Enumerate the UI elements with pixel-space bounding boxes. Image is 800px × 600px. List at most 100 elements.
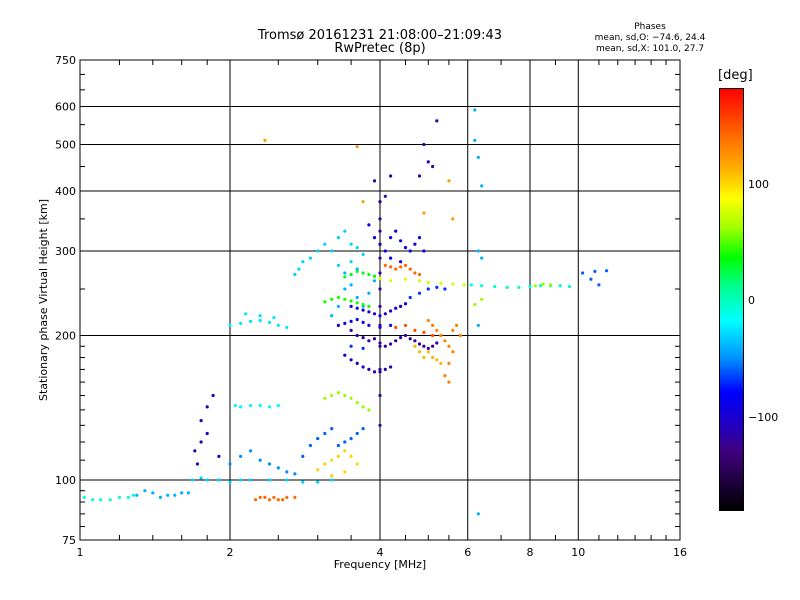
data-point xyxy=(439,333,443,338)
data-point xyxy=(217,454,221,458)
data-point xyxy=(143,489,147,493)
x-tick-label: 1 xyxy=(77,546,84,559)
data-point xyxy=(417,272,422,277)
data-point xyxy=(180,491,184,495)
data-point xyxy=(378,229,382,233)
data-point xyxy=(417,174,422,178)
data-point xyxy=(258,403,262,408)
data-point xyxy=(336,454,340,458)
data-point xyxy=(378,423,382,427)
data-point xyxy=(476,249,480,253)
data-point xyxy=(389,342,393,346)
data-point xyxy=(435,328,439,332)
data-point xyxy=(378,276,382,281)
data-point xyxy=(443,287,447,291)
data-point xyxy=(343,449,347,453)
data-point xyxy=(426,160,430,164)
data-point xyxy=(249,319,253,323)
data-point xyxy=(558,284,562,288)
y-axis-label: Stationary phase Virtual Height [km] xyxy=(37,199,50,401)
data-point xyxy=(355,462,359,466)
data-point xyxy=(228,323,232,327)
data-point xyxy=(361,320,365,324)
data-point xyxy=(422,142,426,147)
colorbar xyxy=(719,88,744,511)
data-point xyxy=(330,393,334,398)
data-point xyxy=(372,370,377,374)
data-point xyxy=(473,138,477,142)
x-tick-label: 10 xyxy=(571,546,585,559)
data-point xyxy=(426,350,430,354)
data-point xyxy=(323,396,327,400)
data-point xyxy=(166,493,170,497)
data-point xyxy=(186,491,190,495)
data-point xyxy=(372,312,377,316)
data-point xyxy=(228,462,232,466)
data-point xyxy=(389,279,393,283)
data-point xyxy=(408,267,412,271)
data-point xyxy=(263,138,267,142)
x-axis-label: Frequency [MHz] xyxy=(334,558,426,571)
data-point xyxy=(293,272,297,277)
data-point xyxy=(378,287,382,291)
data-point xyxy=(597,283,601,287)
data-point xyxy=(367,367,371,371)
x-tick-label: 6 xyxy=(464,546,471,559)
data-point xyxy=(336,295,340,300)
data-point xyxy=(389,323,393,327)
data-point xyxy=(349,396,353,400)
data-point xyxy=(378,200,382,204)
data-point xyxy=(343,287,347,291)
data-point xyxy=(378,256,382,260)
data-point xyxy=(435,341,439,345)
data-point xyxy=(451,350,455,354)
data-point xyxy=(361,336,365,340)
data-point xyxy=(267,498,272,502)
data-point xyxy=(431,344,435,348)
data-point xyxy=(455,323,459,327)
data-point xyxy=(349,344,353,348)
data-point xyxy=(293,472,297,476)
data-point xyxy=(190,478,194,482)
data-point xyxy=(355,246,359,250)
data-point xyxy=(205,478,209,482)
data-point xyxy=(389,365,393,369)
data-point xyxy=(476,512,480,516)
data-point xyxy=(336,304,340,308)
data-point xyxy=(239,321,243,325)
data-point xyxy=(91,498,95,502)
data-point xyxy=(361,308,365,312)
data-point xyxy=(330,458,334,462)
data-point xyxy=(205,405,209,409)
data-point xyxy=(394,267,398,271)
data-point xyxy=(316,249,320,253)
colorbar-tick-0: 0 xyxy=(748,294,755,307)
data-point xyxy=(258,495,262,499)
data-point xyxy=(336,263,340,267)
data-point xyxy=(431,333,435,338)
x-tick-label: 16 xyxy=(673,546,687,559)
data-point xyxy=(355,269,359,273)
data-point xyxy=(378,367,382,371)
data-point xyxy=(135,493,139,497)
data-point xyxy=(258,458,262,462)
y-tick-label: 100 xyxy=(55,474,76,487)
data-point xyxy=(323,431,327,436)
data-point xyxy=(199,476,203,480)
data-point xyxy=(480,297,484,301)
data-point xyxy=(355,333,359,338)
data-point xyxy=(389,256,393,260)
data-point xyxy=(378,323,382,327)
data-point xyxy=(285,495,289,499)
data-point xyxy=(378,341,382,345)
data-point xyxy=(541,282,545,286)
colorbar-tick-100: 100 xyxy=(748,178,769,191)
data-point xyxy=(480,284,484,288)
data-point xyxy=(451,282,455,286)
data-point xyxy=(426,287,430,291)
data-point xyxy=(533,284,537,288)
colorbar-label: [deg] xyxy=(718,68,753,83)
data-point xyxy=(451,328,455,332)
data-point xyxy=(343,393,347,398)
data-point xyxy=(349,454,353,458)
